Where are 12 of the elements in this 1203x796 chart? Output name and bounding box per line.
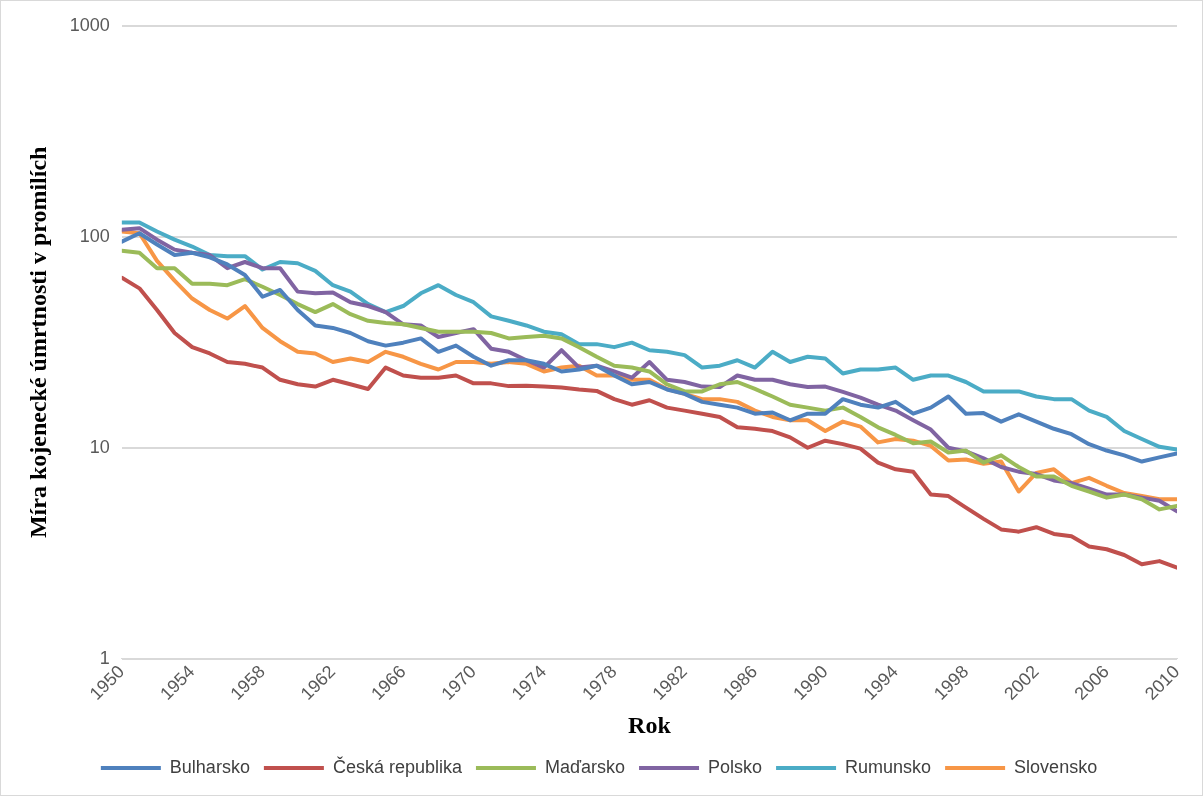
- y-tick-label: 1: [99, 647, 110, 668]
- legend-label: Slovensko: [1014, 756, 1098, 777]
- legend-label: Bulharsko: [169, 756, 250, 777]
- legend-label: Polsko: [708, 756, 763, 777]
- legend-label: Maďarsko: [544, 756, 626, 777]
- y-tick-label: 100: [79, 225, 110, 246]
- y-tick-label: 10: [89, 436, 110, 457]
- x-axis-title: Rok: [628, 711, 672, 738]
- y-axis-title: Míra kojenecké úmrtnosti v promilích: [24, 146, 51, 539]
- y-tick-label: 1000: [69, 14, 110, 35]
- legend-label: Česká republika: [332, 755, 463, 777]
- legend-label: Rumunsko: [845, 756, 932, 777]
